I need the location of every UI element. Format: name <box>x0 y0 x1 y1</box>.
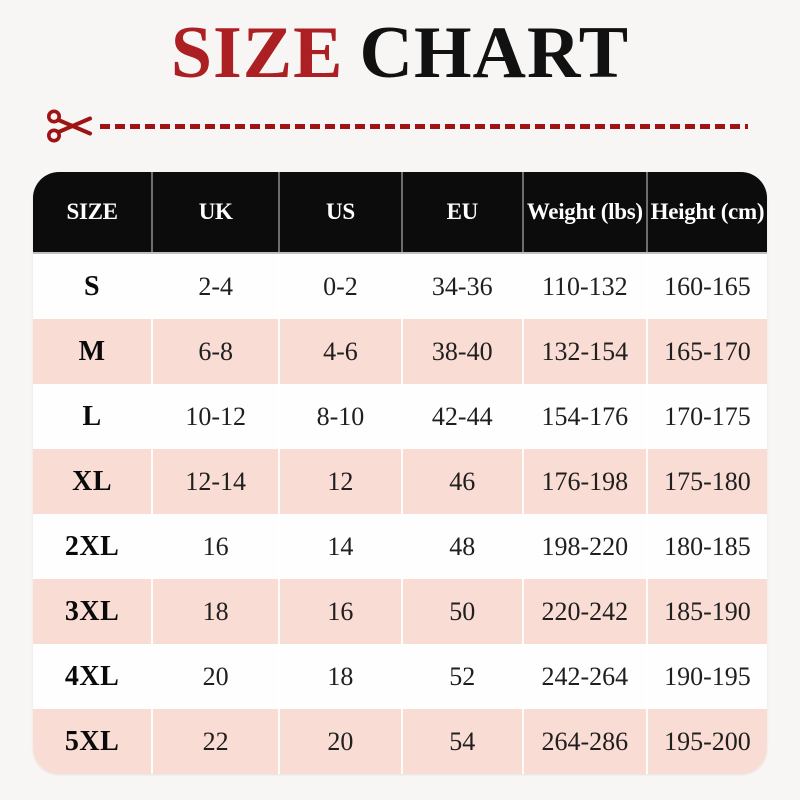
cell-us: 8-10 <box>278 384 401 449</box>
cell-size: XL <box>72 465 113 497</box>
cell-height: 175-180 <box>645 449 767 514</box>
cut-line <box>46 106 748 146</box>
cell-height: 165-170 <box>645 319 767 384</box>
cell-weight: 264-286 <box>521 709 646 774</box>
table-row-l: L 10-12 8-10 42-44 154-176 170-175 <box>33 384 767 449</box>
table-row-2xl: 2XL 16 14 48 198-220 180-185 <box>33 514 767 579</box>
cell-uk: 18 <box>151 579 278 644</box>
cell-weight: 198-220 <box>521 514 646 579</box>
cell-us: 18 <box>278 644 401 709</box>
table-row-4xl: 4XL 20 18 52 242-264 190-195 <box>33 644 767 709</box>
cell-weight: 110-132 <box>521 254 646 319</box>
cell-uk: 20 <box>151 644 278 709</box>
cell-size: 2XL <box>64 530 120 562</box>
header-cell-us: US <box>278 172 401 252</box>
cell-weight: 132-154 <box>521 319 646 384</box>
cell-eu: 50 <box>400 579 522 644</box>
table-row-5xl: 5XL 22 20 54 264-286 195-200 <box>33 709 767 774</box>
page-title: SIZE CHART <box>0 0 800 90</box>
cell-size: S <box>84 270 101 302</box>
cell-weight: 220-242 <box>521 579 646 644</box>
cell-uk: 2-4 <box>151 254 278 319</box>
cell-weight: 242-264 <box>521 644 646 709</box>
cell-eu: 54 <box>400 709 522 774</box>
table-row-m: M 6-8 4-6 38-40 132-154 165-170 <box>33 319 767 384</box>
cell-eu: 34-36 <box>400 254 522 319</box>
cell-height: 190-195 <box>645 644 767 709</box>
cell-eu: 48 <box>400 514 522 579</box>
page-title-rest-word: CHART <box>359 12 630 94</box>
cell-height: 170-175 <box>645 384 767 449</box>
dashed-cut-line <box>100 123 748 129</box>
table-header-row: SIZE UK US EU Weight (lbs) Height (cm) <box>33 172 767 254</box>
header-cell-size: SIZE <box>66 199 118 224</box>
cell-us: 16 <box>278 579 401 644</box>
cell-us: 14 <box>278 514 401 579</box>
cell-eu: 38-40 <box>400 319 522 384</box>
table-row-3xl: 3XL 18 16 50 220-242 185-190 <box>33 579 767 644</box>
cell-uk: 16 <box>151 514 278 579</box>
cell-us: 12 <box>278 449 401 514</box>
cell-eu: 46 <box>400 449 522 514</box>
cell-size: 4XL <box>64 660 120 692</box>
page-title-accent-word: SIZE <box>170 12 344 94</box>
cell-weight: 176-198 <box>521 449 646 514</box>
cell-weight: 154-176 <box>521 384 646 449</box>
cell-uk: 22 <box>151 709 278 774</box>
cell-uk: 12-14 <box>151 449 278 514</box>
scissors-icon <box>46 107 96 145</box>
cell-size: M <box>78 335 106 367</box>
cell-size: L <box>82 400 102 432</box>
cell-eu: 42-44 <box>400 384 522 449</box>
cell-eu: 52 <box>400 644 522 709</box>
cell-height: 185-190 <box>645 579 767 644</box>
cell-uk: 6-8 <box>151 319 278 384</box>
header-cell-height: Height (cm) <box>645 172 767 252</box>
header-cell-weight: Weight (lbs) <box>521 172 646 252</box>
header-cell-eu: EU <box>400 172 522 252</box>
cell-height: 180-185 <box>645 514 767 579</box>
cell-size: 5XL <box>64 725 120 757</box>
table-row-s: S 2-4 0-2 34-36 110-132 160-165 <box>33 254 767 319</box>
cell-us: 20 <box>278 709 401 774</box>
cell-us: 4-6 <box>278 319 401 384</box>
cell-height: 195-200 <box>645 709 767 774</box>
cell-us: 0-2 <box>278 254 401 319</box>
size-chart-table: SIZE UK US EU Weight (lbs) Height (cm) S… <box>33 172 767 774</box>
header-cell-uk: UK <box>151 172 278 252</box>
cell-height: 160-165 <box>645 254 767 319</box>
cell-uk: 10-12 <box>151 384 278 449</box>
table-row-xl: XL 12-14 12 46 176-198 175-180 <box>33 449 767 514</box>
cell-size: 3XL <box>64 595 120 627</box>
